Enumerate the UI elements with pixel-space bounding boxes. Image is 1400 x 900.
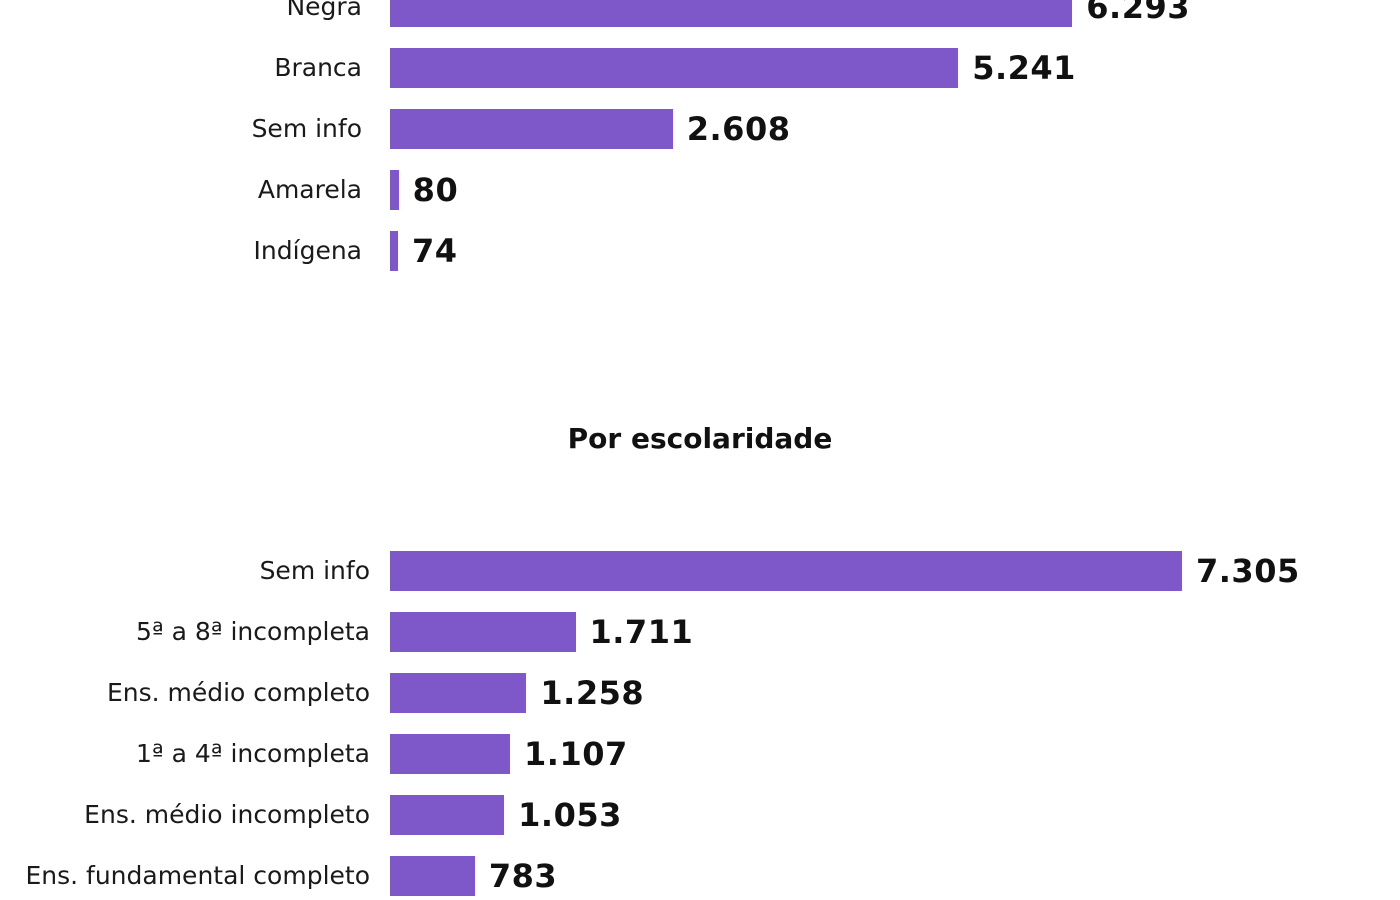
- category-label: Ens. fundamental completo: [25, 861, 370, 890]
- value-label: 1.711: [589, 613, 694, 651]
- value-label: 5.241: [972, 49, 1076, 87]
- value-label: 2.608: [686, 110, 791, 148]
- category-label: Branca: [274, 53, 362, 82]
- value-label: 6.293: [1086, 0, 1190, 26]
- category-label: 1ª a 4ª incompleta: [135, 739, 370, 768]
- category-label: Amarela: [257, 175, 362, 204]
- bar: [390, 48, 959, 88]
- bar: [390, 795, 505, 835]
- value-label: 783: [488, 857, 558, 895]
- category-label: 5ª a 8ª incompleta: [135, 617, 370, 646]
- category-label: Sem info: [251, 114, 362, 143]
- bar: [390, 231, 399, 271]
- value-label: 1.053: [518, 796, 622, 834]
- category-label: Indígena: [253, 236, 362, 265]
- bar: [390, 170, 399, 210]
- bar: [390, 109, 673, 149]
- chart-title-escolaridade: Por escolaridade: [567, 422, 833, 455]
- bar: [390, 612, 576, 652]
- bar: [390, 551, 1182, 591]
- value-label: 74: [412, 232, 458, 270]
- category-label: Sem info: [259, 556, 370, 585]
- value-label: 1.258: [540, 674, 645, 712]
- bar: [390, 673, 527, 713]
- category-label: Negra: [286, 0, 362, 21]
- bar: [390, 734, 511, 774]
- bar: [390, 856, 475, 896]
- category-label: Ens. médio completo: [106, 678, 370, 707]
- value-label: 1.107: [524, 735, 628, 773]
- bar: [390, 0, 1073, 27]
- category-label: Ens. médio incompleto: [84, 800, 370, 829]
- value-label: 80: [412, 171, 459, 209]
- value-label: 7.305: [1196, 552, 1300, 590]
